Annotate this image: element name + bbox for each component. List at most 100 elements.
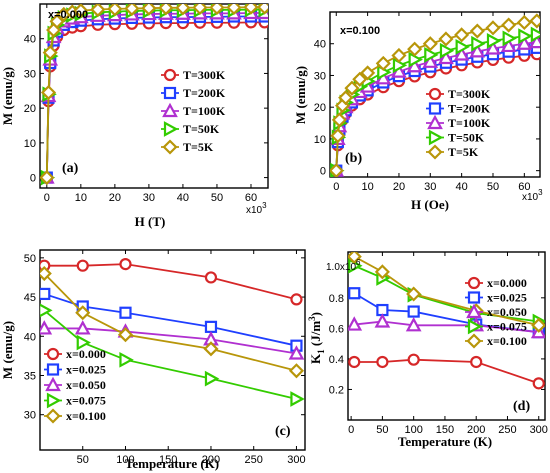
y-tick-label: 0 [30,173,36,185]
y-tick-label: 0 [320,166,326,178]
y-axis-label-main: M (emu/g) [293,66,308,124]
x-axis-label: Temperature (K) [398,434,492,449]
data-point [175,4,191,16]
legend-marker [467,318,483,335]
data-point [438,49,454,65]
y-tick-label: 40 [314,39,326,51]
panel-label: (b) [345,151,362,166]
data-point [40,287,51,301]
x-axis-multiplier-exp: 3 [538,188,543,197]
plot-frame [329,11,541,178]
data-point [352,71,368,87]
x-tick-label: 30 [143,192,155,204]
panel-b: 0 10 20 30 40 50 60 0 10 20 30 40 T=300KT=200KT=100K… [293,11,543,212]
x-axis-multiplier: x103 [522,188,543,203]
legend-item: T=50K [161,121,220,137]
x-tick-label: 20 [393,181,405,193]
x-tick-label: 50 [211,192,223,204]
data-point [375,55,391,71]
x-axis-label: Temperature (K) [125,456,219,471]
data-point [438,31,454,47]
legend-label: x=0.100 [66,409,106,423]
data-point [348,355,361,369]
y-axis-label-units: (J/m [308,321,323,350]
y-tick-label: 50 [24,253,36,265]
data-point [117,327,134,343]
series-x=0.100 [40,265,305,379]
panel-c: 50 100 150 200 250 300 30 35 40 45 50 x=0.000 x=0.02… [0,249,306,471]
data-point [453,46,470,61]
legend-label: T=200K [183,86,226,100]
y-axis-label: M (emu/g) [0,321,15,379]
plot-frame [39,249,306,451]
y-axis-multiplier-exp: 6 [356,258,361,267]
data-point [407,353,420,366]
y-tick-label: 0.8 [329,293,344,305]
data-point [42,45,58,61]
legend-label: T=50K [183,122,220,136]
panel-label: (c) [275,424,291,439]
x-tick-label: 300 [530,424,548,436]
series-T=5K [330,13,540,177]
legend-marker [428,129,444,146]
series-line [45,12,265,178]
data-point [424,46,439,63]
data-point [376,355,389,369]
legend-marker [427,144,443,160]
legend-label: T=100K [183,104,226,118]
data-point [49,13,65,29]
legend-item: x=0.000 [465,276,527,290]
x-tick-label: 250 [245,454,263,466]
data-point [204,271,218,284]
data-point [516,35,533,50]
data-point [107,4,123,17]
series-x=0.075 [40,303,305,407]
y-axis-label-main: M (emu/g) [0,67,15,125]
data-point [124,4,140,17]
legend-label: x=0.075 [487,320,527,334]
legend-item: T=5K [161,139,214,155]
legend-marker [466,303,482,319]
y-axis-label-main: M (emu/g) [0,321,15,379]
legend-item: x=0.050 [465,303,527,319]
x-tick-label: 100 [404,424,422,436]
legend-marker [467,291,481,304]
series-x=0.100 [348,252,545,333]
series-x=0.000 [40,258,303,306]
y-tick-label: 0.4 [329,354,344,366]
data-point [502,30,517,47]
legend-label: x=0.025 [487,291,527,305]
y-tick-label: 10 [314,134,326,146]
x-tick-label: 0 [348,424,354,436]
data-point [119,258,132,271]
y-axis-label-units-end: ) [308,312,323,316]
x-axis-multiplier: x103 [246,201,267,216]
data-point [76,334,92,351]
legend-label: x=0.050 [487,305,527,319]
data-point [500,37,517,53]
x-tick-label: 10 [75,192,87,204]
data-point [485,20,501,36]
legend-label: x=0.000 [487,276,527,290]
y-tick-label: 0.2 [329,384,344,396]
composition-annotation: x=0.100 [340,25,380,37]
data-point [391,47,407,64]
data-point [348,287,361,300]
data-point [408,51,423,68]
x-tick-label: 0 [333,181,339,193]
legend-item: T=5K [426,144,479,160]
panel-a: 0 10 20 30 40 50 60 0 10 20 30 40 T=300K T=200K T=100K… [0,3,269,229]
legend-marker [163,68,177,82]
series-x=0.000 [348,353,545,390]
legend-item: T=50K [426,129,485,146]
composition-annotation: x=0.000 [48,9,88,21]
y-axis-label-sub: 1 [316,349,326,354]
legend-item: T=200K [426,102,491,116]
legend-label: T=5K [183,140,214,154]
data-point [469,23,485,39]
plot-area [40,4,268,186]
legend-marker [45,408,61,424]
data-point [257,4,268,15]
x-tick-label: 100 [116,454,134,466]
